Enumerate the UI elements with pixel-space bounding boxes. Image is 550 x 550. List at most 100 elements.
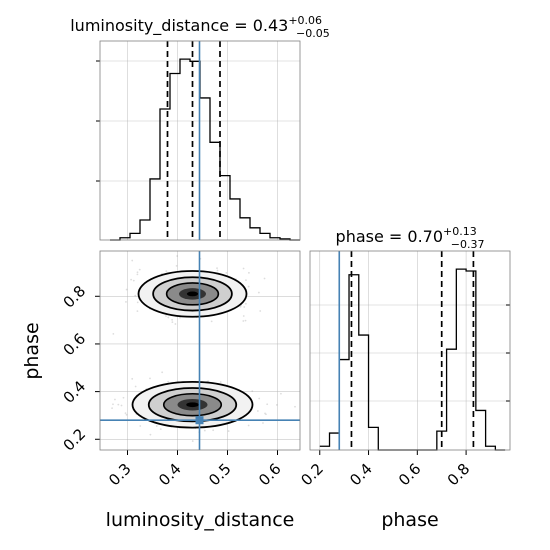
joint-scatter-point — [117, 403, 120, 406]
joint-scatter-point — [251, 390, 254, 393]
joint-ytick-label-0: 0.2 — [60, 425, 90, 455]
joint-scatter-point — [134, 385, 137, 388]
joint-scatter-point — [136, 271, 139, 274]
joint-scatter-point — [111, 407, 113, 410]
joint-scatter-point — [165, 270, 168, 273]
title-phase-plus: +0.13 — [443, 225, 477, 238]
title-luminosity-distance-text: luminosity_distance — [70, 16, 229, 36]
title-phase-value: 0.70 — [407, 227, 443, 246]
title-luminosity-distance-minus: −0.05 — [296, 27, 330, 40]
joint-scatter-point — [257, 291, 260, 294]
joint-scatter-point — [176, 255, 179, 257]
hist-ph-xtick-label-3: 0.8 — [444, 460, 474, 490]
title-luminosity-distance-plus: +0.06 — [288, 14, 322, 27]
joint-scatter-point — [174, 323, 177, 325]
joint-scatter-point — [242, 320, 245, 322]
joint-scatter-point — [175, 264, 178, 267]
joint-truth-marker — [195, 416, 204, 425]
title-phase-equals: = — [384, 227, 408, 246]
joint-scatter-point — [247, 285, 250, 288]
joint-scatter-point — [114, 398, 116, 401]
panel-joint-density: 0.3 0.4 0.5 0.6 0.2 0.4 0.6 0.8 — [60, 250, 301, 490]
joint-scatter-point — [134, 294, 137, 297]
hist-ld-histogram-step — [110, 58, 300, 241]
joint-xtick-label-2: 0.5 — [205, 460, 235, 490]
joint-scatter-point — [259, 310, 262, 312]
joint-scatter-point — [132, 279, 135, 282]
joint-xtick-label-3: 0.6 — [255, 460, 285, 490]
joint-scatter-point — [136, 273, 139, 276]
joint-scatter-point — [207, 380, 209, 383]
hist-ph-histogram-step — [319, 268, 506, 451]
panel-histogram-luminosity-distance — [96, 40, 301, 241]
hist-ph-xtick-label-2: 0.6 — [395, 460, 425, 490]
joint-scatter-point — [244, 319, 247, 322]
joint-scatter-point — [136, 301, 139, 304]
joint-scatter-point — [112, 332, 115, 335]
joint-scatter-point — [248, 271, 250, 274]
title-luminosity-distance-equals: = — [229, 16, 253, 35]
joint-scatter-point — [239, 305, 242, 308]
hist-ld-frame — [99, 40, 301, 241]
hist-ph-frame — [309, 250, 511, 451]
xlabel-phase: phase — [381, 509, 438, 531]
joint-scatter-point — [155, 425, 158, 427]
joint-ytick-label-3: 0.8 — [60, 282, 90, 312]
joint-scatter-point — [244, 302, 247, 305]
joint-scatter-point — [125, 288, 128, 291]
joint-scatter-point — [122, 396, 125, 399]
joint-scatter-point — [136, 310, 139, 313]
ylabel-phase: phase — [21, 322, 43, 379]
joint-scatter-point — [266, 403, 269, 406]
panel-histogram-phase: 0.2 0.4 0.6 0.8 — [297, 250, 511, 490]
joint-scatter-point — [258, 397, 261, 400]
joint-scatter-point — [165, 315, 167, 317]
title-phase: phase = 0.70+0.13 −0.37 — [336, 225, 485, 251]
joint-xtick-label-0: 0.3 — [105, 460, 135, 490]
hist-ph-xtick-label-0: 0.2 — [297, 460, 327, 490]
joint-scatter-point — [280, 392, 282, 395]
joint-scatter-point — [245, 279, 247, 282]
joint-scatter-point — [171, 318, 174, 321]
joint-scatter-point — [120, 404, 123, 407]
joint-scatter-point — [227, 430, 230, 432]
joint-scatter-point — [262, 422, 264, 424]
joint-scatter-point — [247, 424, 250, 427]
joint-scatter-point — [171, 321, 174, 324]
joint-scatter-point — [225, 272, 228, 274]
joint-ytick-label-1: 0.4 — [60, 377, 90, 407]
joint-scatter-point — [212, 429, 215, 432]
joint-scatter-point — [256, 410, 259, 412]
joint-scatter-point — [203, 429, 206, 432]
joint-scatter-point — [210, 320, 213, 323]
joint-scatter-point — [138, 268, 141, 271]
joint-scatter-point — [216, 269, 219, 272]
joint-scatter-point — [131, 259, 134, 262]
joint-scatter-point — [265, 413, 267, 416]
joint-mode-1-contour-4 — [186, 402, 199, 408]
title-phase-text: phase — [336, 227, 384, 246]
joint-scatter-point — [130, 278, 133, 281]
joint-scatter-point — [242, 267, 245, 270]
joint-scatter-point — [161, 371, 164, 374]
joint-scatter-point — [149, 377, 151, 380]
joint-scatter-point — [139, 425, 142, 427]
joint-scatter-point — [125, 301, 127, 303]
xlabel-luminosity-distance: luminosity_distance — [106, 509, 295, 531]
joint-scatter-point — [243, 306, 246, 308]
joint-scatter-point — [264, 412, 266, 415]
joint-scatter-point — [167, 316, 170, 319]
title-luminosity-distance-value: 0.43 — [253, 16, 289, 35]
joint-scatter-point — [294, 405, 296, 408]
joint-scatter-point — [159, 428, 162, 431]
joint-xtick-label-1: 0.4 — [155, 460, 185, 490]
joint-scatter-point — [275, 404, 278, 406]
joint-scatter-point — [124, 412, 127, 415]
joint-scatter-point — [191, 440, 194, 442]
joint-scatter-point — [219, 381, 222, 383]
joint-scatter-point — [149, 433, 152, 436]
joint-scatter-point — [216, 267, 218, 270]
joint-scatter-point — [263, 277, 266, 280]
joint-scatter-point — [131, 377, 134, 380]
